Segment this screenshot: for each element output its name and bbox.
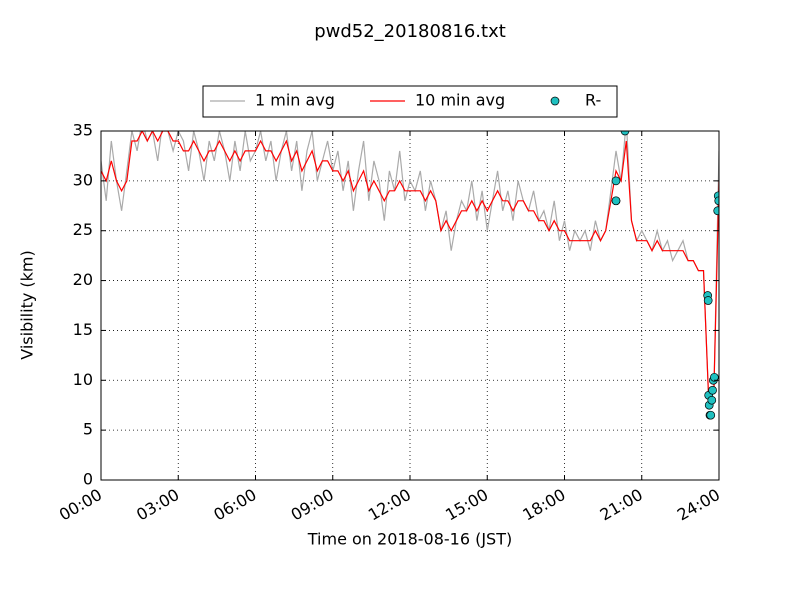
legend-label: 1 min avg <box>255 91 335 110</box>
y-tick-label: 30 <box>73 170 93 189</box>
series-line <box>101 131 719 403</box>
scatter-point <box>710 372 719 382</box>
y-tick-label: 0 <box>83 470 93 489</box>
y-axis-label: Visibility (km) <box>18 250 37 359</box>
y-tick-label: 20 <box>73 270 93 289</box>
scatter-point <box>703 296 713 305</box>
series-line <box>101 131 719 403</box>
plot-area <box>101 131 719 420</box>
scatter-point <box>706 410 716 420</box>
scatter-point <box>611 176 621 186</box>
legend-label: R- <box>585 91 601 110</box>
scatter-point <box>713 206 719 216</box>
y-tick-label: 25 <box>73 220 93 239</box>
scatter-point <box>620 131 630 136</box>
y-tick-label: 5 <box>83 420 93 439</box>
legend-items: 1 min avg 10 min avg R- <box>210 91 601 110</box>
scatter-point <box>707 395 717 405</box>
x-axis-label: Time on 2018-08-16 (JST) <box>307 530 512 549</box>
legend-label: 10 min avg <box>415 91 505 110</box>
legend-marker <box>550 96 560 106</box>
y-tick-label: 35 <box>73 121 93 140</box>
scatter-point <box>611 196 621 206</box>
scatter-point <box>708 385 717 395</box>
legend <box>202 85 618 118</box>
y-tick-label: 15 <box>73 320 93 339</box>
chart-title: pwd52_20180816.txt <box>314 21 506 42</box>
y-tick-label: 10 <box>73 370 93 389</box>
